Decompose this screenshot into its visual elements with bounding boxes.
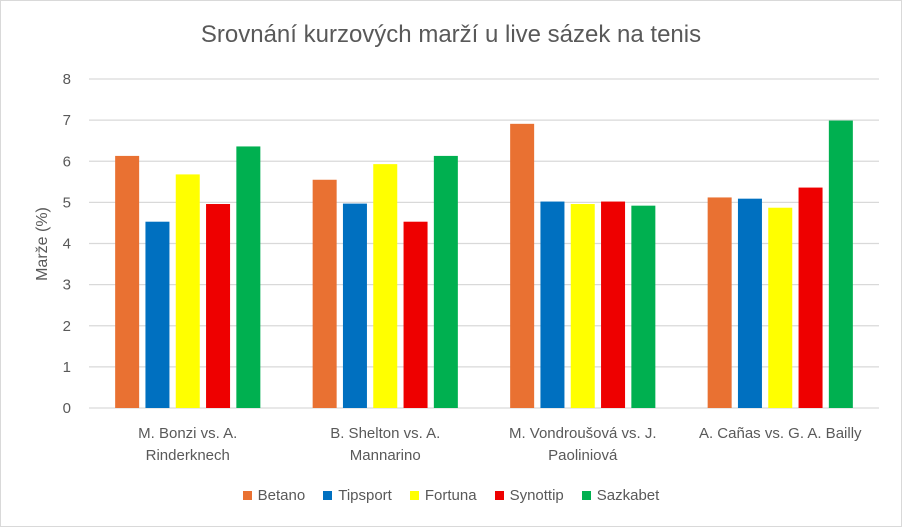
bar-betano [707, 197, 732, 408]
legend-item: Synottip [494, 487, 564, 504]
bar-synottip [798, 187, 823, 408]
y-tick-label: 5 [63, 194, 71, 211]
bar-sazkabet [236, 146, 261, 408]
bar-fortuna [175, 174, 200, 408]
bar-sazkabet [828, 120, 853, 408]
y-tick-label: 6 [63, 153, 71, 170]
y-tick-label: 8 [63, 71, 71, 88]
bar-tipsport [342, 203, 367, 408]
legend-item: Tipsport [323, 487, 392, 504]
y-tick-label: 1 [63, 359, 71, 376]
y-tick-label: 0 [63, 400, 71, 417]
bar-fortuna [570, 204, 595, 408]
bar-tipsport [145, 221, 170, 408]
bar-synottip [601, 201, 626, 408]
x-tick-label: Rinderknech [146, 447, 230, 464]
y-tick-label: 7 [63, 112, 71, 129]
legend: Betano Tipsport Fortuna Synottip Sazkabet [1, 487, 901, 504]
bar-synottip [403, 221, 428, 408]
legend-swatch [323, 491, 333, 500]
x-tick-label: Paoliniová [548, 447, 618, 464]
y-tick-label: 4 [63, 236, 71, 253]
y-tick-label: 2 [63, 318, 71, 335]
bar-fortuna [373, 164, 398, 408]
legend-label: Tipsport [338, 487, 392, 504]
bar-betano [312, 179, 337, 408]
x-tick-label: M. Vondroušová vs. J. [509, 425, 657, 442]
legend-item: Fortuna [409, 487, 477, 504]
bar-sazkabet [631, 205, 656, 408]
legend-swatch [409, 491, 419, 500]
bar-betano [510, 123, 535, 409]
legend-label: Betano [257, 487, 306, 504]
y-tick-label: 3 [63, 277, 71, 294]
y-axis-label: Marže (%) [34, 207, 51, 281]
legend-label: Fortuna [424, 487, 477, 504]
chart-title: Srovnání kurzových marží u live sázek na… [200, 21, 702, 48]
bar-fortuna [768, 207, 793, 408]
bar-synottip [206, 204, 231, 408]
legend-swatch [242, 491, 252, 500]
bar-sazkabet [433, 155, 458, 408]
legend-swatch [581, 491, 591, 500]
bar-tipsport [737, 198, 762, 408]
legend-label: Synottip [509, 487, 564, 504]
x-tick-label: Mannarino [350, 447, 421, 464]
legend-swatch [494, 491, 504, 500]
bar-tipsport [540, 201, 565, 408]
bar-betano [115, 155, 140, 408]
x-tick-label: M. Bonzi vs. A. [138, 425, 237, 442]
legend-item: Betano [242, 487, 306, 504]
x-tick-label: A. Cañas vs. G. A. Bailly [699, 425, 862, 442]
legend-label: Sazkabet [596, 487, 660, 504]
x-tick-label: B. Shelton vs. A. [330, 425, 440, 442]
legend-item: Sazkabet [581, 487, 660, 504]
